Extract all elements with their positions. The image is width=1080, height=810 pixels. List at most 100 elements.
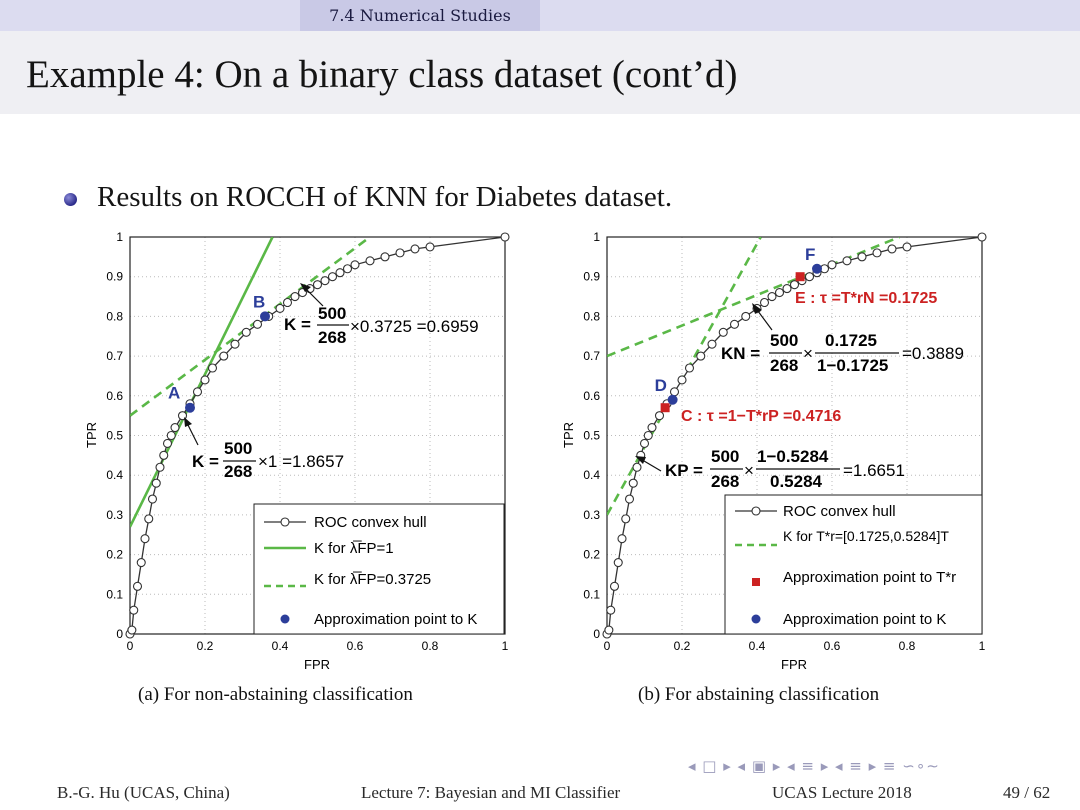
y-tick-label: 0.2	[106, 548, 123, 562]
roc-hull-point	[136, 557, 146, 568]
legend-item-hull: ROC convex hull	[314, 514, 427, 531]
roc-hull-point	[410, 244, 420, 254]
y-tick-label: 0.7	[583, 349, 600, 363]
roc-hull-point	[144, 514, 154, 524]
legend-item-k: Approximation point to K	[783, 611, 946, 628]
roc-hull-point	[312, 280, 323, 290]
point-label: F	[805, 245, 815, 264]
y-tick-label: 0.3	[106, 508, 123, 522]
x-tick-label: 0.6	[347, 639, 364, 653]
ka-prefix: K =	[192, 452, 219, 471]
y-tick-label: 0.4	[106, 468, 123, 482]
roc-hull-point	[857, 252, 867, 262]
roc-hull-point	[842, 256, 852, 266]
roc-hull-point	[275, 303, 285, 314]
approx-point-t	[660, 403, 670, 413]
roc-hull-point	[767, 292, 777, 302]
points: DF	[655, 245, 822, 413]
y-tick-label: 0.4	[583, 468, 600, 482]
y-tick-label: 0.8	[106, 309, 123, 323]
annotation-c: C : τ =1−T*rP =0.4716	[681, 408, 841, 425]
roc-hull-point	[500, 232, 510, 242]
roc-hull-point	[159, 450, 169, 460]
roc-hull-point	[425, 242, 435, 252]
roc-hull-point	[609, 581, 620, 591]
x-tick-label: 0.6	[824, 639, 841, 653]
y-tick-label: 0.5	[583, 429, 600, 443]
roc-hull-point	[219, 351, 229, 361]
caption-a: (a) For non-abstaining classification	[138, 684, 413, 705]
legend-item-hull: ROC convex hull	[783, 503, 896, 520]
roc-hull-point	[782, 284, 792, 294]
legend-t-marker	[752, 578, 760, 586]
roc-hull-point	[230, 339, 240, 349]
axis-ticks: 0 0.2 0.4 0.6 0.8 1 0 0.1 0.2 0.3 0.4 0.5 0.6 0.7 0.8 0…	[106, 230, 508, 653]
roc-hull-point	[380, 252, 390, 262]
kb-rest: ×0.3725 =0.6959	[350, 317, 479, 336]
y-tick-label: 1	[593, 230, 600, 244]
kp-num: 500	[711, 447, 739, 466]
y-tick-label: 0.1	[106, 587, 123, 601]
x-tick-label: 0.4	[272, 639, 289, 653]
roc-hull-point	[166, 430, 176, 441]
bullet-text: Results on ROCCH of KNN for Diabetes dat…	[97, 181, 673, 213]
points: AB	[168, 292, 270, 413]
y-tick-label: 0	[116, 627, 123, 641]
beamer-navigation-icons[interactable]: ◂ □ ▸ ◂ ▣ ▸ ◂ ≡ ▸ ◂ ≡ ▸ ≡ ∽∘∼	[688, 757, 940, 775]
legend: ROC convex hull K for λ̅FP=1 K for λ̅FP=…	[253, 503, 505, 635]
roc-hull-point	[606, 605, 616, 615]
kp-rest: =1.6651	[843, 461, 905, 480]
roc-hull-point	[977, 232, 987, 242]
roc-hull-point	[395, 248, 405, 258]
kn-den2: 1−0.1725	[817, 356, 888, 375]
arrow-a-head	[184, 417, 192, 427]
roc-hull-point	[632, 462, 642, 472]
point-label: B	[253, 292, 265, 311]
section-heading[interactable]: 7.4 Numerical Studies	[300, 0, 540, 31]
kp-den2: 0.5284	[770, 472, 823, 491]
roc-hull-point	[127, 625, 137, 635]
kb-prefix: K =	[284, 315, 311, 334]
x-tick-label: 0.4	[749, 639, 766, 653]
legend-hull-marker	[280, 517, 290, 527]
roc-hull-point	[252, 319, 263, 329]
y-tick-label: 0.6	[106, 389, 123, 403]
legend-item-k: Approximation point to K	[314, 611, 477, 628]
roc-hull-point	[654, 411, 665, 421]
roc-hull-point	[365, 256, 375, 266]
k-dashed-line	[130, 237, 371, 417]
roc-hull-point	[320, 276, 330, 286]
legend-k-marker	[751, 614, 761, 624]
x-axis-label: FPR	[304, 657, 330, 672]
footer-page: 49 / 62	[1003, 783, 1051, 802]
x-tick-label: 0	[604, 639, 611, 653]
roc-hull-point	[827, 260, 837, 270]
roc-hull-point	[151, 478, 161, 488]
bullet-icon	[64, 193, 77, 206]
kn-den: 268	[770, 356, 798, 375]
x-tick-label: 1	[979, 639, 986, 653]
roc-hull-point	[628, 478, 638, 488]
roc-hull-point	[789, 280, 800, 290]
roc-hull-point	[132, 581, 143, 591]
annotation-kp: KP = 500 268 × 1−0.5284 0.5284 =1.6651	[665, 447, 905, 491]
roc-hull-point	[147, 494, 158, 504]
roc-hull-point	[729, 319, 740, 329]
kp-times: ×	[744, 461, 754, 480]
x-tick-label: 0.8	[422, 639, 439, 653]
kp-den: 268	[711, 472, 739, 491]
roc-hull-point	[774, 288, 785, 298]
caption-b: (b) For abstaining classification	[638, 684, 880, 705]
roc-hull-point	[872, 248, 882, 258]
title-bar	[0, 31, 1080, 114]
kn-times: ×	[803, 344, 813, 363]
roc-hull-point	[669, 387, 680, 397]
roc-hull-point	[741, 311, 751, 321]
legend: ROC convex hull K for T*r=[0.1725,0.5284…	[724, 494, 983, 635]
roc-hull-point	[327, 272, 338, 282]
roc-hull-point	[887, 244, 897, 254]
roc-hull-point	[639, 438, 650, 448]
footer-author: B.-G. Hu (UCAS, China)	[57, 783, 230, 802]
roc-hull-point	[677, 375, 687, 385]
x-tick-label: 0	[127, 639, 134, 653]
